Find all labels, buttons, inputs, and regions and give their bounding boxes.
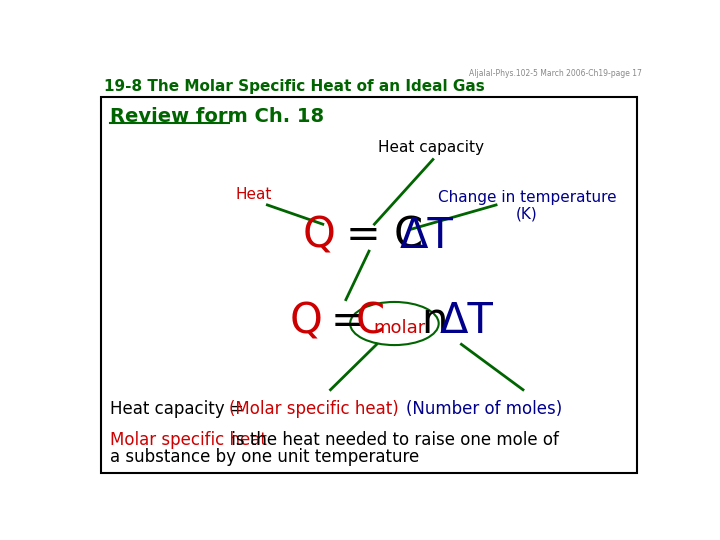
Text: Heat capacity: Heat capacity	[377, 140, 484, 156]
Text: =: =	[330, 300, 365, 342]
Text: Change in temperature
(K): Change in temperature (K)	[438, 190, 616, 222]
Text: Aljalal-Phys.102-5 March 2006-Ch19-page 17: Aljalal-Phys.102-5 March 2006-Ch19-page …	[469, 70, 642, 78]
Text: (Number of moles): (Number of moles)	[406, 400, 562, 418]
Text: is the heat needed to raise one mole of: is the heat needed to raise one mole of	[226, 431, 559, 449]
Text: Molar specific heat: Molar specific heat	[110, 431, 267, 449]
Text: Heat: Heat	[235, 187, 271, 201]
Text: 19-8 The Molar Specific Heat of an Ideal Gas: 19-8 The Molar Specific Heat of an Ideal…	[104, 79, 485, 94]
Text: Q: Q	[302, 215, 336, 256]
Text: C: C	[355, 300, 384, 342]
Text: = C: = C	[346, 215, 423, 256]
Text: (Molar specific heat): (Molar specific heat)	[229, 400, 399, 418]
Text: molar: molar	[374, 319, 426, 337]
Text: Heat capacity =: Heat capacity =	[110, 400, 249, 418]
Text: n: n	[421, 300, 448, 342]
Text: ΔT: ΔT	[400, 215, 454, 256]
Text: Review form Ch. 18: Review form Ch. 18	[110, 107, 325, 126]
Text: Q: Q	[289, 300, 323, 342]
Text: ΔT: ΔT	[440, 300, 494, 342]
Text: a substance by one unit temperature: a substance by one unit temperature	[110, 449, 420, 467]
